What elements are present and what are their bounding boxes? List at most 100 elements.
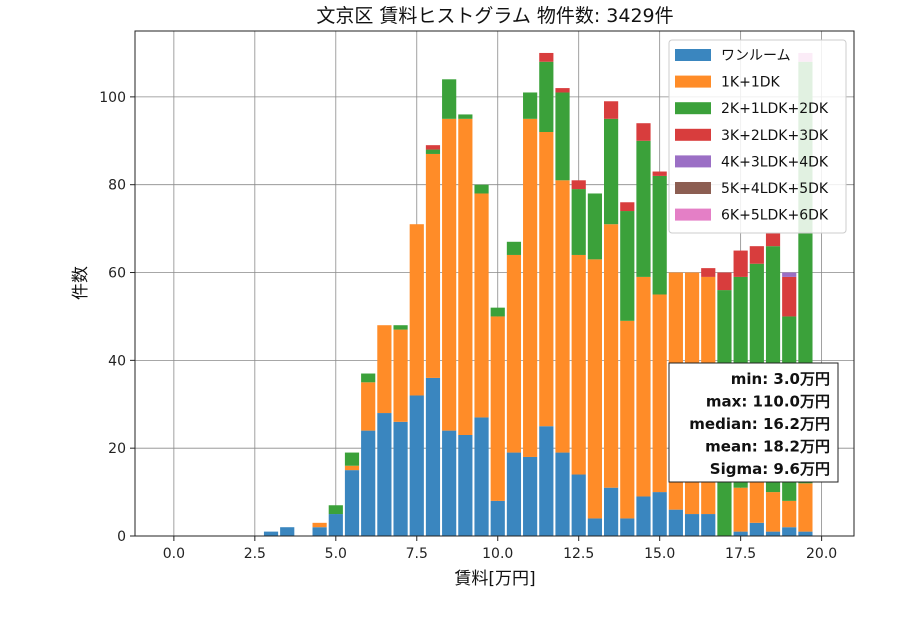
- bar-segment: [409, 395, 424, 536]
- y-tick-label: 0: [117, 529, 126, 545]
- bar-segment: [555, 452, 570, 536]
- bar-segment: [684, 514, 700, 536]
- bar-segment: [571, 189, 586, 255]
- bar-segment: [620, 211, 635, 321]
- bar-segment: [749, 470, 764, 523]
- bar-segment: [717, 272, 732, 291]
- bar-segment: [555, 92, 570, 181]
- bar-segment: [636, 496, 651, 536]
- bar-segment: [652, 492, 667, 536]
- bar-segment: [652, 294, 667, 493]
- bar-segment: [798, 483, 813, 532]
- bar-segment: [571, 474, 586, 536]
- bar-segment: [652, 175, 667, 295]
- bar-segment: [458, 118, 473, 436]
- legend-swatch: [675, 155, 711, 168]
- bar-segment: [620, 518, 635, 536]
- bar-segment: [603, 118, 619, 225]
- y-tick-label: 20: [108, 441, 126, 457]
- bar-segment: [587, 518, 602, 536]
- bar-segment: [474, 193, 489, 418]
- bar-segment: [393, 329, 408, 422]
- bar-segment: [474, 417, 489, 536]
- bar-segment: [765, 233, 781, 247]
- legend-label: 2K+1LDK+2DK: [721, 101, 829, 117]
- bar-segment: [636, 140, 651, 277]
- bar-segment: [587, 193, 602, 260]
- legend-swatch: [675, 49, 711, 61]
- bar-segment: [701, 514, 716, 536]
- bar-segment: [733, 250, 748, 277]
- bar-segment: [377, 325, 392, 414]
- bar-segment: [361, 382, 376, 431]
- y-axis-ticks: 0 20 40 60 80 100: [99, 90, 135, 545]
- bar-segment: [442, 79, 457, 119]
- bar-segment: [425, 377, 441, 536]
- bar-segment: [603, 487, 619, 536]
- bar-segment: [361, 373, 376, 383]
- stats-line: Sigma: 9.6万円: [710, 460, 830, 478]
- legend-label: 3K+2LDK+3DK: [721, 128, 829, 144]
- bar-segment: [571, 180, 586, 190]
- bar-segment: [474, 184, 489, 194]
- y-tick-label: 60: [108, 266, 126, 282]
- bar-segment: [539, 132, 554, 427]
- bar-segment: [425, 153, 441, 378]
- bar-segment: [571, 254, 586, 475]
- bar-segment: [393, 421, 408, 536]
- bar-segment: [733, 487, 748, 532]
- bar-segment: [425, 149, 441, 154]
- bar-segment: [458, 435, 473, 536]
- bar-segment: [344, 470, 360, 536]
- bar-segment: [539, 426, 554, 536]
- bar-segment: [312, 527, 327, 536]
- y-tick-label: 100: [99, 90, 126, 106]
- bar-segment: [539, 52, 554, 62]
- legend-label: 4K+3LDK+4DK: [721, 154, 829, 170]
- bar-segment: [701, 268, 716, 277]
- legend-label: ワンルーム: [721, 48, 791, 64]
- x-axis-label: 賃料[万円]: [454, 569, 535, 589]
- bar-segment: [636, 123, 651, 141]
- stats-line: mean: 18.2万円: [705, 438, 830, 456]
- bar-segment: [458, 114, 473, 119]
- bar-segment: [523, 92, 538, 119]
- x-tick-label: 15.0: [644, 546, 675, 562]
- bar-segment: [782, 527, 797, 536]
- bar-segment: [263, 531, 279, 536]
- bar-segment: [361, 430, 376, 536]
- legend-swatch: [675, 102, 711, 115]
- bar-segment: [765, 531, 781, 536]
- bar-segment: [328, 514, 343, 536]
- legend-label: 1K+1DK: [721, 75, 781, 91]
- bar-segment: [506, 452, 522, 536]
- bar-segment: [620, 202, 635, 212]
- bar-segment: [393, 325, 408, 330]
- bar-segment: [668, 509, 683, 536]
- bar-segment: [782, 272, 797, 277]
- x-tick-label: 20.0: [806, 546, 837, 562]
- plot-area-frame: [134, 30, 855, 537]
- chart-title: 文京区 賃料ヒストグラム 物件数: 3429件: [316, 5, 673, 27]
- bar-segment: [506, 241, 522, 255]
- legend-label: 6K+5LDK+6DK: [721, 208, 829, 224]
- legend-swatch: [675, 182, 711, 194]
- bar-segment: [652, 171, 667, 176]
- legend-swatch: [675, 208, 711, 221]
- bar-segment: [377, 413, 392, 536]
- bar-segment: [733, 531, 748, 536]
- bar-segment: [490, 307, 505, 317]
- bar-segment: [749, 522, 764, 536]
- y-tick-label: 40: [108, 353, 126, 369]
- bar-segment: [603, 224, 619, 488]
- bar-segment: [765, 492, 781, 532]
- stats-line: max: 110.0万円: [706, 393, 830, 411]
- bar-segment: [344, 465, 360, 471]
- bar-segment: [328, 505, 343, 515]
- bar-segment: [344, 452, 360, 466]
- bar-segment: [555, 180, 570, 453]
- bar-segment: [490, 500, 505, 536]
- y-axis-label: 件数: [71, 266, 91, 300]
- bar-segment: [782, 500, 797, 528]
